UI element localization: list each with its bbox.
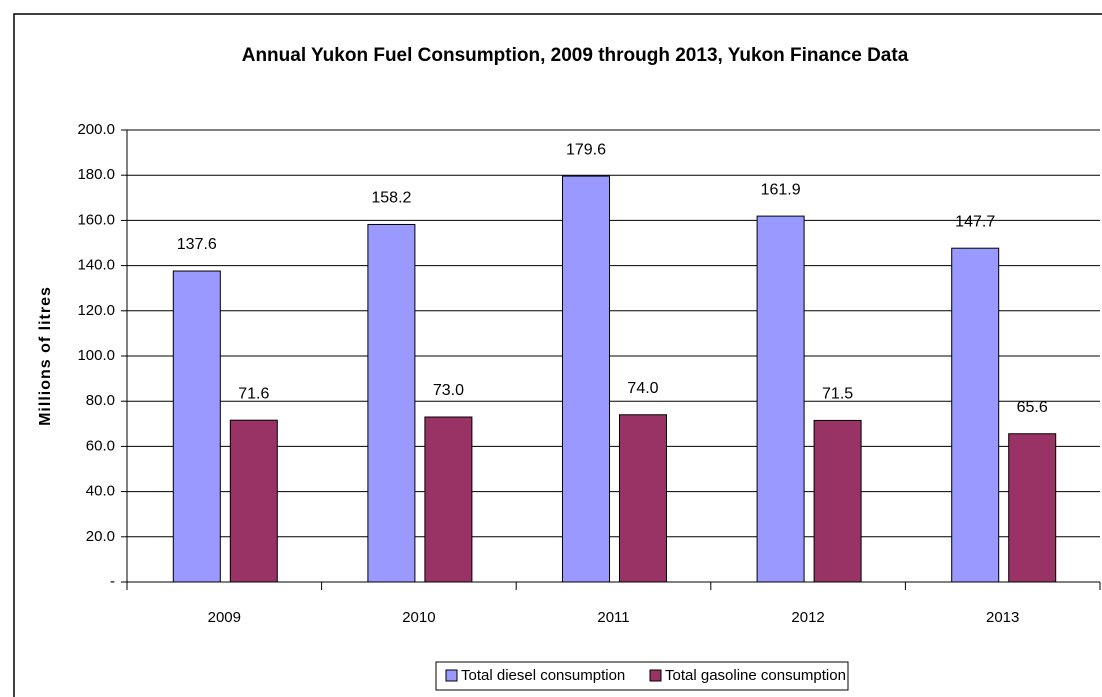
y-tick-label: 160.0: [77, 211, 115, 228]
bar: [229, 419, 278, 583]
y-tick-label: 80.0: [86, 392, 115, 409]
y-tick-label: -: [110, 573, 115, 590]
value-label: 161.9: [761, 181, 801, 198]
y-tick-label: 100.0: [77, 347, 115, 364]
value-label: 71.6: [238, 385, 269, 402]
value-label: 74.0: [627, 380, 658, 397]
value-label: 158.2: [371, 190, 411, 207]
y-tick-label: 200.0: [77, 121, 115, 138]
y-tick-label: 120.0: [77, 302, 115, 319]
bar: [367, 223, 416, 583]
x-tick-label: 2011: [597, 609, 629, 626]
y-tick-label: 20.0: [86, 528, 115, 545]
legend-swatch: [649, 669, 662, 682]
x-tick-label: 2013: [986, 609, 1019, 626]
x-tick-label: 2009: [208, 609, 241, 626]
legend-swatch: [445, 669, 458, 682]
bar: [1008, 433, 1057, 583]
x-tick-label: 2012: [791, 609, 824, 626]
value-label: 73.0: [433, 382, 464, 399]
y-tick-label: 40.0: [86, 483, 115, 500]
bar: [562, 175, 610, 583]
legend-box: [435, 661, 849, 691]
bar: [951, 247, 1000, 583]
legend-label: Total diesel consumption: [461, 667, 625, 684]
bar: [756, 215, 805, 583]
bar: [813, 419, 862, 583]
value-label: 179.6: [566, 141, 606, 158]
value-label: 65.6: [1017, 399, 1048, 416]
chart-title: Annual Yukon Fuel Consumption, 2009 thro…: [242, 45, 909, 66]
y-tick-label: 180.0: [77, 166, 115, 183]
legend-label: Total gasoline consumption: [665, 667, 846, 684]
value-label: 147.7: [955, 213, 995, 230]
bar: [424, 416, 473, 583]
y-tick-label: 60.0: [86, 437, 115, 454]
y-tick-label: 140.0: [77, 257, 115, 274]
value-label: 137.6: [177, 236, 217, 253]
bar: [172, 270, 221, 583]
y-axis-label: Millions of litres: [37, 286, 54, 426]
value-label: 71.5: [822, 386, 853, 403]
x-tick-label: 2010: [402, 609, 435, 626]
bar: [619, 414, 667, 583]
